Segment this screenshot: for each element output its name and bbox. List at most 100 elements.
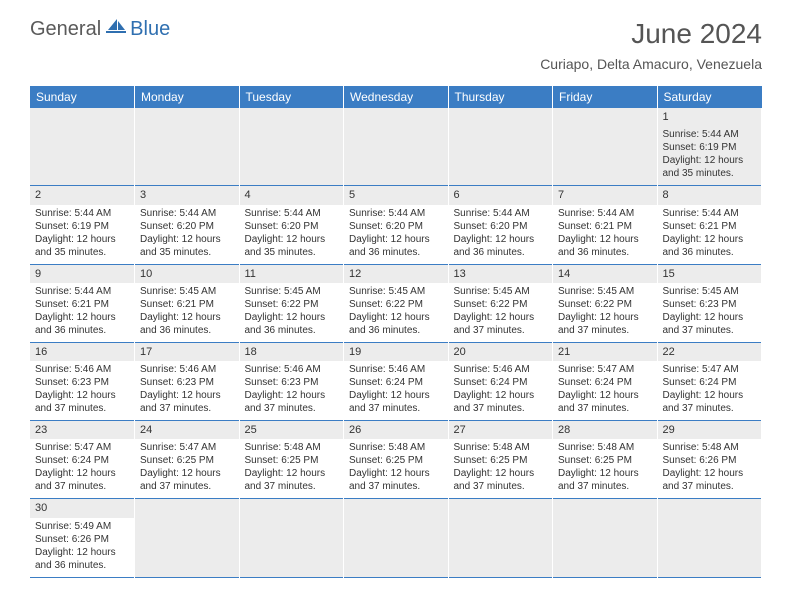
day-sunrise: Sunrise: 5:46 AM bbox=[454, 363, 548, 376]
calendar-empty-cell bbox=[239, 108, 344, 186]
day-day1: Daylight: 12 hours bbox=[454, 233, 548, 246]
calendar-day-cell: 29Sunrise: 5:48 AMSunset: 6:26 PMDayligh… bbox=[657, 421, 762, 499]
calendar-day-cell: 10Sunrise: 5:45 AMSunset: 6:21 PMDayligh… bbox=[135, 264, 240, 342]
calendar-day-cell: 22Sunrise: 5:47 AMSunset: 6:24 PMDayligh… bbox=[657, 342, 762, 420]
calendar-empty-cell bbox=[344, 499, 449, 577]
day-sunrise: Sunrise: 5:44 AM bbox=[35, 285, 129, 298]
day-sunset: Sunset: 6:21 PM bbox=[35, 298, 129, 311]
day-number: 3 bbox=[135, 186, 239, 204]
weekday-header: Monday bbox=[135, 86, 240, 108]
logo-text-general: General bbox=[30, 18, 101, 41]
day-day2: and 37 minutes. bbox=[349, 480, 443, 493]
calendar-day-cell: 23Sunrise: 5:47 AMSunset: 6:24 PMDayligh… bbox=[30, 421, 135, 499]
calendar-day-cell: 6Sunrise: 5:44 AMSunset: 6:20 PMDaylight… bbox=[448, 186, 553, 264]
day-number: 11 bbox=[240, 265, 344, 283]
day-number: 14 bbox=[553, 265, 657, 283]
day-sunset: Sunset: 6:24 PM bbox=[558, 376, 652, 389]
day-sunrise: Sunrise: 5:47 AM bbox=[140, 441, 234, 454]
day-sunrise: Sunrise: 5:46 AM bbox=[35, 363, 129, 376]
day-sunrise: Sunrise: 5:44 AM bbox=[245, 207, 339, 220]
day-day1: Daylight: 12 hours bbox=[35, 233, 129, 246]
day-day1: Daylight: 12 hours bbox=[558, 389, 652, 402]
day-day2: and 37 minutes. bbox=[558, 324, 652, 337]
day-day1: Daylight: 12 hours bbox=[245, 311, 339, 324]
day-sunrise: Sunrise: 5:44 AM bbox=[349, 207, 443, 220]
day-sunset: Sunset: 6:25 PM bbox=[140, 454, 234, 467]
day-sunrise: Sunrise: 5:45 AM bbox=[663, 285, 757, 298]
calendar-empty-cell bbox=[448, 499, 553, 577]
day-sunrise: Sunrise: 5:45 AM bbox=[454, 285, 548, 298]
weekday-header: Tuesday bbox=[239, 86, 344, 108]
day-day1: Daylight: 12 hours bbox=[35, 467, 129, 480]
calendar-empty-cell bbox=[239, 499, 344, 577]
weekday-header: Wednesday bbox=[344, 86, 449, 108]
day-number: 27 bbox=[449, 421, 553, 439]
calendar-empty-cell bbox=[448, 108, 553, 186]
logo-sailboat-icon bbox=[106, 18, 128, 41]
calendar-week-row: 9Sunrise: 5:44 AMSunset: 6:21 PMDaylight… bbox=[30, 264, 762, 342]
day-sunset: Sunset: 6:25 PM bbox=[454, 454, 548, 467]
day-day2: and 36 minutes. bbox=[558, 246, 652, 259]
calendar-day-cell: 9Sunrise: 5:44 AMSunset: 6:21 PMDaylight… bbox=[30, 264, 135, 342]
calendar-day-cell: 1Sunrise: 5:44 AMSunset: 6:19 PMDaylight… bbox=[657, 108, 762, 186]
calendar-day-cell: 25Sunrise: 5:48 AMSunset: 6:25 PMDayligh… bbox=[239, 421, 344, 499]
calendar-day-cell: 14Sunrise: 5:45 AMSunset: 6:22 PMDayligh… bbox=[553, 264, 658, 342]
day-sunset: Sunset: 6:20 PM bbox=[245, 220, 339, 233]
day-day1: Daylight: 12 hours bbox=[349, 467, 443, 480]
calendar-day-cell: 28Sunrise: 5:48 AMSunset: 6:25 PMDayligh… bbox=[553, 421, 658, 499]
day-number: 20 bbox=[449, 343, 553, 361]
calendar-day-cell: 24Sunrise: 5:47 AMSunset: 6:25 PMDayligh… bbox=[135, 421, 240, 499]
day-day2: and 37 minutes. bbox=[245, 480, 339, 493]
page-header: General Blue June 2024 Curiapo, Delta Am… bbox=[0, 0, 792, 78]
day-number: 21 bbox=[553, 343, 657, 361]
calendar-day-cell: 18Sunrise: 5:46 AMSunset: 6:23 PMDayligh… bbox=[239, 342, 344, 420]
day-day1: Daylight: 12 hours bbox=[454, 467, 548, 480]
day-day1: Daylight: 12 hours bbox=[663, 154, 757, 167]
day-sunrise: Sunrise: 5:46 AM bbox=[349, 363, 443, 376]
calendar-table: SundayMondayTuesdayWednesdayThursdayFrid… bbox=[30, 86, 762, 578]
day-day2: and 37 minutes. bbox=[454, 402, 548, 415]
day-day2: and 36 minutes. bbox=[349, 324, 443, 337]
calendar-day-cell: 26Sunrise: 5:48 AMSunset: 6:25 PMDayligh… bbox=[344, 421, 449, 499]
calendar-day-cell: 4Sunrise: 5:44 AMSunset: 6:20 PMDaylight… bbox=[239, 186, 344, 264]
day-day2: and 36 minutes. bbox=[35, 559, 129, 572]
day-day2: and 37 minutes. bbox=[663, 324, 757, 337]
day-number: 16 bbox=[30, 343, 134, 361]
day-sunset: Sunset: 6:20 PM bbox=[140, 220, 234, 233]
day-day1: Daylight: 12 hours bbox=[35, 546, 129, 559]
day-day2: and 36 minutes. bbox=[35, 324, 129, 337]
day-day1: Daylight: 12 hours bbox=[35, 311, 129, 324]
calendar-day-cell: 13Sunrise: 5:45 AMSunset: 6:22 PMDayligh… bbox=[448, 264, 553, 342]
location-subtitle: Curiapo, Delta Amacuro, Venezuela bbox=[540, 56, 762, 72]
day-day2: and 37 minutes. bbox=[245, 402, 339, 415]
day-day2: and 37 minutes. bbox=[663, 480, 757, 493]
day-sunset: Sunset: 6:23 PM bbox=[245, 376, 339, 389]
day-day1: Daylight: 12 hours bbox=[245, 233, 339, 246]
day-day2: and 37 minutes. bbox=[35, 480, 129, 493]
day-day2: and 37 minutes. bbox=[140, 402, 234, 415]
calendar-day-cell: 11Sunrise: 5:45 AMSunset: 6:22 PMDayligh… bbox=[239, 264, 344, 342]
day-sunset: Sunset: 6:22 PM bbox=[349, 298, 443, 311]
day-sunrise: Sunrise: 5:47 AM bbox=[558, 363, 652, 376]
calendar-day-cell: 8Sunrise: 5:44 AMSunset: 6:21 PMDaylight… bbox=[657, 186, 762, 264]
logo-text-blue: Blue bbox=[130, 18, 170, 41]
day-sunset: Sunset: 6:21 PM bbox=[558, 220, 652, 233]
day-sunrise: Sunrise: 5:47 AM bbox=[663, 363, 757, 376]
calendar-empty-cell bbox=[344, 108, 449, 186]
day-sunset: Sunset: 6:20 PM bbox=[349, 220, 443, 233]
calendar-day-cell: 16Sunrise: 5:46 AMSunset: 6:23 PMDayligh… bbox=[30, 342, 135, 420]
day-day2: and 37 minutes. bbox=[454, 480, 548, 493]
day-day1: Daylight: 12 hours bbox=[245, 467, 339, 480]
logo: General Blue bbox=[30, 18, 170, 41]
day-day1: Daylight: 12 hours bbox=[140, 233, 234, 246]
day-day2: and 36 minutes. bbox=[454, 246, 548, 259]
day-sunrise: Sunrise: 5:44 AM bbox=[558, 207, 652, 220]
day-number: 29 bbox=[658, 421, 762, 439]
calendar-day-cell: 30Sunrise: 5:49 AMSunset: 6:26 PMDayligh… bbox=[30, 499, 135, 577]
day-day1: Daylight: 12 hours bbox=[35, 389, 129, 402]
day-number: 26 bbox=[344, 421, 448, 439]
day-sunset: Sunset: 6:19 PM bbox=[663, 141, 757, 154]
day-sunset: Sunset: 6:21 PM bbox=[140, 298, 234, 311]
day-number: 5 bbox=[344, 186, 448, 204]
day-sunrise: Sunrise: 5:45 AM bbox=[140, 285, 234, 298]
